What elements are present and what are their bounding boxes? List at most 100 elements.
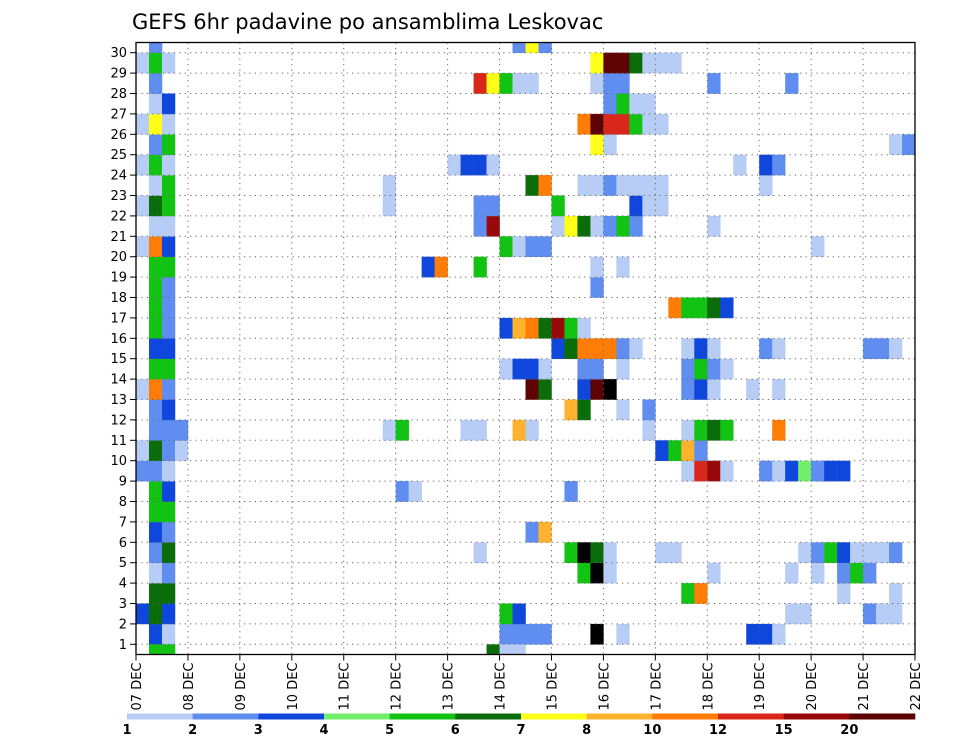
heatmap-cell	[161, 52, 176, 74]
heatmap-cell	[577, 113, 591, 135]
y-tick-label: 26	[110, 128, 127, 143]
y-tick-label: 3	[119, 597, 127, 612]
heatmap-cell	[811, 542, 825, 563]
plot-frame	[135, 41, 916, 656]
heatmap-cell	[136, 52, 150, 74]
heatmap-cell	[148, 215, 163, 237]
heatmap-cell	[512, 317, 526, 339]
heatmap-cell	[603, 542, 617, 563]
x-tick-label: 15 DEC	[545, 663, 560, 711]
x-tick-label: 07 DEC	[130, 663, 145, 711]
y-tick-label: 2	[119, 617, 127, 632]
heatmap-cell	[837, 460, 851, 482]
heatmap-cell	[681, 379, 695, 400]
heatmap-cell	[174, 419, 189, 441]
heatmap-cell	[473, 154, 487, 176]
heatmap-cell	[161, 542, 176, 563]
heatmap-cell	[590, 256, 604, 278]
heatmap-cells	[136, 42, 916, 655]
heatmap-cell	[863, 603, 877, 625]
heatmap-cell	[603, 113, 617, 135]
heatmap-cell	[707, 338, 721, 359]
heatmap-cell	[785, 562, 799, 584]
heatmap-cell	[460, 154, 474, 176]
y-tick-label: 17	[110, 311, 127, 326]
heatmap-cell	[161, 154, 176, 176]
heatmap-cell	[161, 134, 176, 155]
heatmap-cell	[746, 379, 760, 400]
heatmap-cell	[538, 317, 552, 339]
heatmap-cell	[837, 562, 851, 584]
heatmap-cell	[136, 195, 150, 217]
heatmap-cell	[590, 52, 604, 74]
heatmap-cell	[577, 542, 591, 563]
x-tick-label: 21 DEC	[857, 663, 872, 711]
heatmap-cell	[148, 134, 163, 155]
heatmap-cell	[577, 317, 591, 339]
legend-swatch	[718, 713, 784, 720]
heatmap-cell	[161, 277, 176, 298]
heatmap-cell	[525, 73, 539, 94]
x-tick-label: 13 DEC	[442, 663, 457, 711]
heatmap-cell	[148, 42, 163, 53]
legend-swatch	[586, 713, 653, 720]
heatmap-cell	[538, 42, 552, 53]
heatmap-cell	[174, 440, 189, 461]
legend-label: 5	[385, 723, 394, 738]
heatmap-cell	[136, 460, 150, 482]
heatmap-cell	[603, 73, 617, 94]
heatmap-cell	[538, 236, 552, 257]
heatmap-cell	[136, 440, 150, 461]
heatmap-cell	[473, 419, 487, 441]
heatmap-cell	[161, 195, 176, 217]
y-tick-label: 23	[110, 189, 127, 204]
heatmap-cell	[629, 215, 643, 237]
legend-swatch	[849, 713, 916, 720]
heatmap-cell	[538, 623, 552, 645]
heatmap-cell	[136, 154, 150, 176]
heatmap-cell	[148, 603, 163, 625]
heatmap-cell	[499, 644, 513, 655]
heatmap-cell	[148, 481, 163, 502]
heatmap-cell	[681, 297, 695, 319]
y-tick-label: 5	[119, 556, 127, 571]
heatmap-cell	[577, 399, 591, 421]
heatmap-cell	[876, 542, 890, 563]
heatmap-cell	[590, 215, 604, 237]
legend-swatch	[324, 713, 390, 720]
heatmap-cell	[148, 93, 163, 115]
heatmap-cell	[603, 215, 617, 237]
heatmap-cell	[395, 419, 409, 441]
heatmap-cell	[564, 317, 578, 339]
heatmap-cell	[876, 603, 890, 625]
heatmap-cell	[136, 113, 150, 135]
heatmap-cell	[824, 542, 838, 563]
heatmap-cell	[850, 542, 864, 563]
heatmap-cell	[161, 460, 176, 482]
heatmap-cell	[499, 317, 513, 339]
heatmap-cell	[525, 175, 539, 196]
legend-swatch	[652, 713, 719, 720]
y-tick-label: 8	[119, 495, 127, 510]
heatmap-cell	[707, 358, 721, 380]
heatmap-cell	[694, 338, 708, 359]
heatmap-cell	[512, 42, 526, 53]
legend-label: 10	[643, 723, 661, 738]
heatmap-cell	[668, 542, 682, 563]
legend-label: 7	[516, 723, 525, 738]
heatmap-cell	[694, 379, 708, 400]
heatmap-cell	[629, 338, 643, 359]
heatmap-cell	[473, 542, 487, 563]
heatmap-cell	[460, 419, 474, 441]
x-tick-label: 08 DEC	[182, 663, 197, 711]
heatmap-cell	[798, 603, 812, 625]
legend-label: 15	[775, 723, 793, 738]
heatmap-cell	[136, 603, 150, 625]
heatmap-cell	[655, 195, 669, 217]
heatmap-cell	[655, 52, 669, 74]
heatmap-cell	[564, 481, 578, 502]
heatmap-cell	[148, 419, 163, 441]
heatmap-cell	[889, 134, 903, 155]
heatmap-cell	[616, 52, 630, 74]
